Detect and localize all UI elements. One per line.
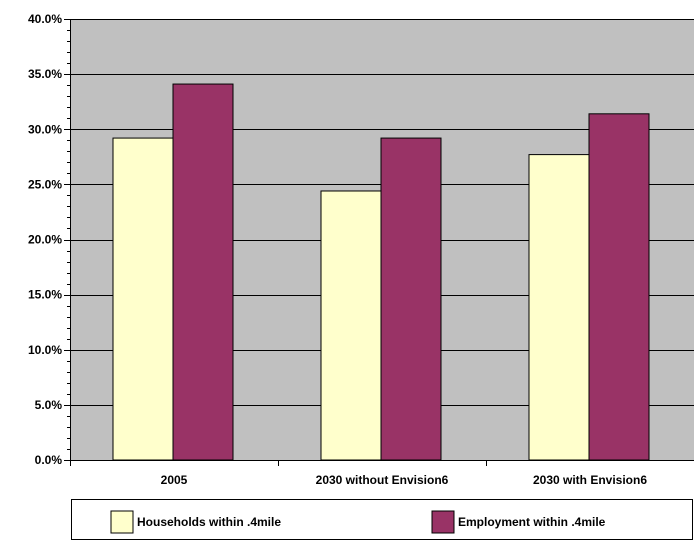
y-tick-labels: 0.0% 5.0% 10.0% 15.0% 20.0% 25.0% 30.0% 35.0% 40…: [28, 12, 62, 467]
x-tick-label: 2030 with Envision6: [533, 473, 647, 487]
y-tick-label: 25.0%: [28, 177, 62, 191]
x-tick-label: 2005: [161, 473, 188, 487]
legend-box: [71, 499, 693, 540]
y-tick-label: 15.0%: [28, 288, 62, 302]
bars: [112, 83, 650, 461]
legend: Households within .4mile Employment withi…: [71, 499, 693, 540]
y-tick-label: 40.0%: [28, 12, 62, 26]
y-tick-label: 10.0%: [28, 343, 62, 357]
axes: [64, 19, 694, 466]
y-tick-label: 20.0%: [28, 233, 62, 247]
legend-label: Households within .4mile: [137, 515, 281, 529]
bar-employment-1: [172, 83, 234, 461]
x-tick-label: 2030 without Envision6: [316, 473, 449, 487]
legend-swatch: [110, 510, 134, 534]
bar-households-2: [320, 190, 382, 461]
bar-employment-2: [380, 137, 442, 461]
bar-households-1: [112, 137, 174, 461]
bar-employment-3: [588, 113, 650, 461]
x-tick-labels: 2005 2030 without Envision6 2030 with Envi…: [161, 473, 648, 487]
bar-households-3: [528, 154, 590, 461]
y-tick-label: 5.0%: [35, 398, 63, 412]
y-tick-label: 35.0%: [28, 67, 62, 81]
y-tick-label: 0.0%: [35, 453, 63, 467]
legend-swatch: [431, 510, 455, 534]
legend-label: Employment within .4mile: [458, 515, 606, 529]
y-tick-label: 30.0%: [28, 122, 62, 136]
